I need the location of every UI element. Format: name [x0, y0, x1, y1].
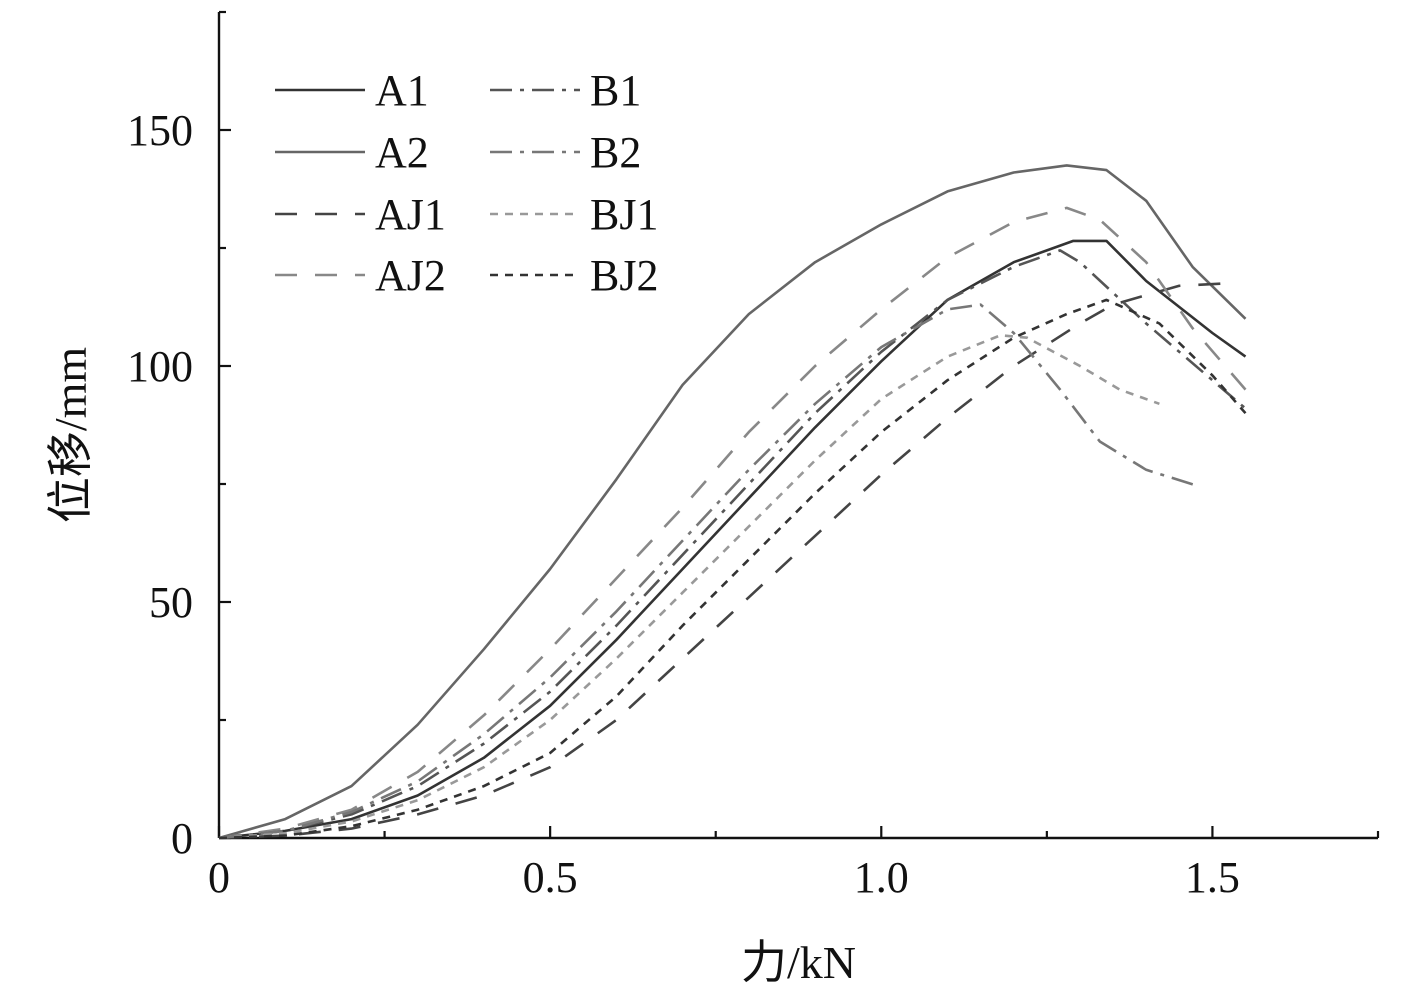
- x-axis-title: 力/kN: [741, 937, 856, 988]
- series-layer: [218, 164, 1247, 840]
- y-tick-label: 100: [127, 342, 193, 391]
- y-tick-label: 50: [149, 578, 193, 627]
- series-line-bj1: [218, 334, 1160, 840]
- x-tick-label: 0: [208, 853, 230, 902]
- y-axis-title: 位移/mm: [45, 347, 96, 524]
- series-line-a1: [218, 239, 1247, 840]
- legend-label-aj1: AJ1: [375, 190, 446, 239]
- series-line-bj2: [218, 298, 1247, 840]
- series-line-b1: [218, 249, 1247, 840]
- x-tick-label: 1.5: [1185, 853, 1240, 902]
- legend-label-a1: A1: [375, 66, 429, 115]
- ticks: 0 50 100 150 0 0.5 1.0 1.5: [127, 10, 1380, 902]
- legend-label-aj2: AJ2: [375, 251, 446, 300]
- legend-label-bj2: BJ2: [590, 251, 658, 300]
- series-line-b2: [218, 303, 1200, 840]
- series-line-aj1: [218, 282, 1226, 840]
- legend: A1 A2 AJ1 AJ2 B1 B2 BJ1 BJ2: [275, 66, 658, 300]
- y-tick-label: 150: [127, 106, 193, 155]
- axes: [217, 12, 1378, 840]
- legend-label-b2: B2: [590, 128, 641, 177]
- x-tick-label: 1.0: [854, 853, 909, 902]
- series-line-aj2: [218, 206, 1247, 840]
- x-tick-label: 0.5: [523, 853, 578, 902]
- legend-label-bj1: BJ1: [590, 190, 658, 239]
- legend-label-b1: B1: [590, 66, 641, 115]
- series-line-a2: [218, 164, 1247, 840]
- legend-label-a2: A2: [375, 128, 429, 177]
- y-tick-label: 0: [171, 814, 193, 863]
